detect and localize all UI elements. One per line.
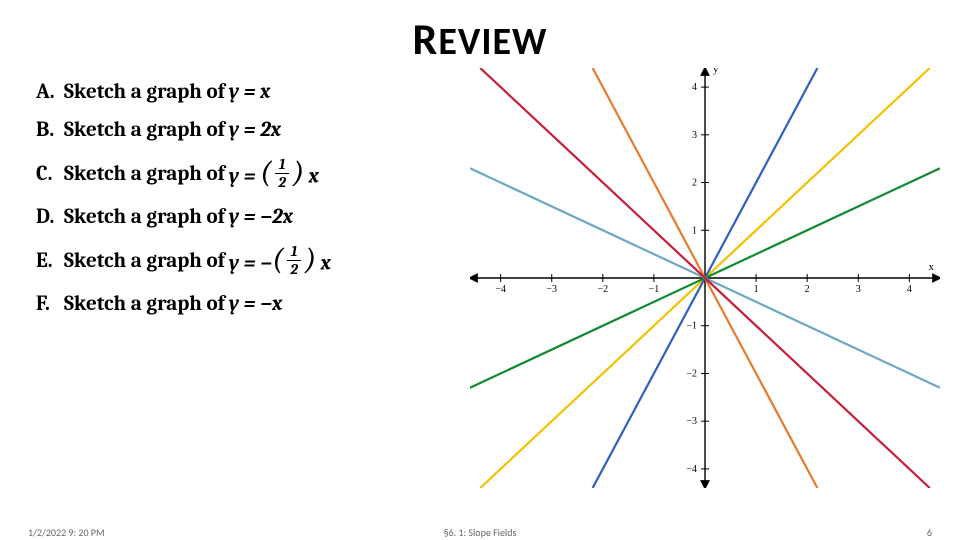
review-list: A. Sketch a graph of y = x B. Sketch a gr… [36, 80, 436, 330]
graph: −4 −3 −2 −1 1 2 3 4 −4 −3 −2 −1 1 2 3 4 x y [470, 68, 940, 488]
title-text: EVIEW [438, 19, 547, 65]
svg-text:−2: −2 [598, 284, 609, 295]
svg-text:−3: −3 [546, 284, 557, 295]
svg-text:y: y [713, 68, 719, 75]
item-letter: C. [36, 162, 64, 186]
svg-text:4: 4 [692, 82, 697, 93]
svg-text:−4: −4 [686, 464, 697, 475]
item-letter: B. [36, 118, 64, 142]
svg-text:2: 2 [692, 178, 697, 189]
svg-text:2: 2 [805, 284, 810, 295]
svg-text:−3: −3 [686, 416, 697, 427]
svg-text:−4: −4 [495, 284, 506, 295]
list-item: F. Sketch a graph of y = −x [36, 292, 436, 316]
list-item: B. Sketch a graph of y = 2x [36, 118, 436, 142]
svg-text:−2: −2 [686, 368, 697, 379]
list-item: D. Sketch a graph of y = −2x [36, 205, 436, 229]
svg-text:4: 4 [907, 284, 912, 295]
footer-center: §6. 1: Slope Fields [0, 526, 960, 539]
item-letter: D. [36, 205, 64, 229]
item-phrase: Sketch a graph of [64, 162, 225, 186]
item-letter: E. [36, 249, 64, 273]
item-letter: A. [36, 80, 64, 104]
svg-text:1: 1 [692, 225, 697, 236]
svg-text:−1: −1 [686, 321, 697, 332]
list-item: C. Sketch a graph of y = (12) x [36, 156, 436, 191]
list-item: E. Sketch a graph of y = −(12) x [36, 243, 436, 278]
item-phrase: Sketch a graph of [64, 118, 225, 142]
svg-text:1: 1 [754, 284, 759, 295]
page-title: REVIEW [0, 12, 960, 66]
item-phrase: Sketch a graph of [64, 292, 225, 316]
list-item: A. Sketch a graph of y = x [36, 80, 436, 104]
svg-text:x: x [929, 261, 935, 273]
item-phrase: Sketch a graph of [64, 205, 225, 229]
svg-text:3: 3 [856, 284, 861, 295]
item-phrase: Sketch a graph of [64, 80, 225, 104]
svg-text:−1: −1 [649, 284, 660, 295]
item-letter: F. [36, 292, 64, 316]
item-phrase: Sketch a graph of [64, 249, 225, 273]
svg-text:3: 3 [692, 130, 697, 141]
graph-svg: −4 −3 −2 −1 1 2 3 4 −4 −3 −2 −1 1 2 3 4 x y [470, 68, 940, 488]
footer-page: 6 [927, 526, 932, 539]
